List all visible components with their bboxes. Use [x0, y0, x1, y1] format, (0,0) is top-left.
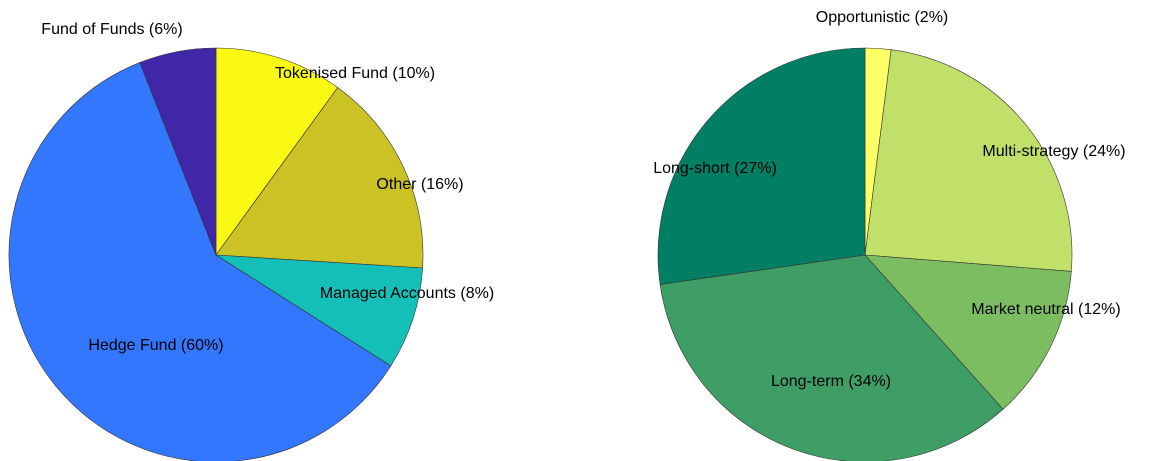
- slice-label: Multi-strategy (24%): [982, 143, 1125, 160]
- slice-label: Hedge Fund (60%): [88, 337, 223, 354]
- slice-label: Long-short (27%): [653, 160, 777, 177]
- slice-label: Long-term (34%): [771, 373, 891, 390]
- wedge: [215, 254, 423, 367]
- slice-label: Tokenised Fund (10%): [275, 65, 435, 82]
- wedge: [215, 87, 424, 269]
- slice-label: Market neutral (12%): [971, 301, 1120, 318]
- wedge: [864, 254, 1072, 410]
- wedge: [215, 47, 339, 256]
- wedge: [8, 62, 392, 461]
- slice-label: Other (16%): [376, 176, 463, 193]
- slice-label: Opportunistic (2%): [816, 9, 949, 26]
- slice-label: Managed Accounts (8%): [320, 285, 494, 302]
- slice-label: Fund of Funds (6%): [41, 21, 182, 38]
- wedge: [139, 47, 217, 256]
- wedge: [864, 49, 1073, 272]
- wedge: [657, 47, 866, 285]
- wedge: [659, 254, 1004, 461]
